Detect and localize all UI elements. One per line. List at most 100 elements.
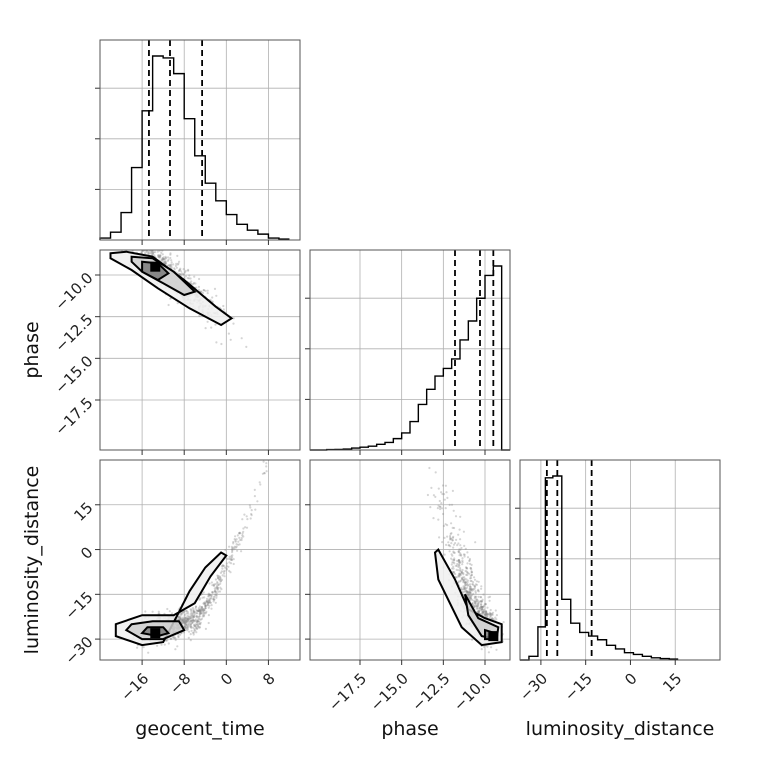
sample-point bbox=[224, 548, 227, 552]
sample-point bbox=[167, 258, 170, 261]
sample-point bbox=[200, 290, 203, 293]
sample-point bbox=[212, 598, 215, 601]
sample-point bbox=[192, 611, 196, 614]
sample-point bbox=[437, 487, 440, 490]
sample-point bbox=[232, 540, 235, 544]
sample-point bbox=[489, 614, 492, 617]
sample-point bbox=[164, 262, 167, 265]
sample-point bbox=[199, 610, 202, 613]
sample-point bbox=[467, 590, 470, 593]
sample-point bbox=[192, 619, 195, 622]
sample-point bbox=[207, 592, 210, 595]
sample-point bbox=[450, 522, 453, 525]
sample-point bbox=[207, 599, 210, 602]
sample-point bbox=[207, 601, 210, 604]
sample-point bbox=[234, 539, 237, 542]
sample-point bbox=[192, 616, 195, 619]
sample-point bbox=[184, 616, 187, 619]
sample-point bbox=[185, 624, 188, 627]
sample-point bbox=[459, 544, 462, 547]
sample-point bbox=[166, 259, 169, 262]
sample-point bbox=[215, 585, 218, 588]
sample-point bbox=[197, 622, 200, 626]
sample-point bbox=[214, 588, 217, 592]
sample-point bbox=[166, 256, 170, 259]
sample-point bbox=[197, 608, 200, 611]
sample-point bbox=[469, 591, 472, 595]
sample-point bbox=[178, 617, 181, 620]
sample-point bbox=[463, 581, 466, 584]
sample-point bbox=[450, 557, 453, 560]
sample-point bbox=[465, 589, 468, 592]
sample-point bbox=[465, 586, 468, 589]
sample-point bbox=[265, 465, 268, 468]
sample-point bbox=[179, 617, 182, 620]
sample-point bbox=[185, 623, 188, 627]
sample-point bbox=[487, 596, 490, 599]
sample-point bbox=[444, 484, 447, 487]
sample-point bbox=[215, 341, 218, 344]
sample-point bbox=[443, 536, 446, 540]
sample-point bbox=[482, 610, 485, 613]
sample-point bbox=[127, 243, 129, 245]
sample-point bbox=[199, 618, 202, 621]
sample-point bbox=[206, 289, 209, 292]
sample-point bbox=[460, 572, 463, 575]
sample-point bbox=[219, 580, 222, 583]
sample-point bbox=[468, 596, 472, 600]
histogram-panel-geocent_time bbox=[95, 39, 301, 241]
sample-point bbox=[214, 578, 217, 581]
sample-point bbox=[229, 571, 232, 574]
density-peak-bin bbox=[488, 631, 499, 642]
sample-point bbox=[481, 605, 484, 609]
sample-point bbox=[160, 258, 163, 261]
sample-point bbox=[206, 601, 209, 604]
sample-point bbox=[452, 546, 455, 549]
sample-point bbox=[457, 559, 460, 562]
sample-point bbox=[156, 644, 159, 647]
sample-point bbox=[462, 530, 465, 533]
sample-point bbox=[184, 271, 187, 274]
sample-point bbox=[207, 603, 210, 606]
sample-point bbox=[186, 621, 189, 624]
sample-point bbox=[482, 612, 485, 615]
panel-frame bbox=[309, 249, 511, 451]
sample-point bbox=[200, 617, 203, 621]
sample-point bbox=[449, 534, 452, 538]
sample-point bbox=[171, 636, 174, 639]
sample-point bbox=[147, 651, 150, 654]
sample-point bbox=[488, 599, 491, 602]
sample-point bbox=[490, 646, 493, 649]
sample-point bbox=[178, 269, 181, 272]
sample-point bbox=[250, 512, 253, 516]
sample-point bbox=[207, 606, 210, 609]
sample-point bbox=[198, 598, 201, 601]
sample-point bbox=[491, 616, 494, 620]
sample-point bbox=[128, 247, 130, 249]
sample-point bbox=[459, 568, 462, 571]
sample-point bbox=[204, 602, 207, 605]
sample-point bbox=[182, 618, 185, 621]
sample-point bbox=[481, 598, 484, 601]
sample-point bbox=[195, 609, 199, 612]
sample-point bbox=[190, 619, 193, 622]
sample-point bbox=[189, 615, 192, 618]
sample-point bbox=[459, 580, 462, 583]
sample-point bbox=[263, 472, 266, 475]
sample-point bbox=[461, 559, 464, 562]
sample-point bbox=[441, 492, 444, 496]
sample-point bbox=[144, 247, 146, 249]
sample-point bbox=[194, 611, 197, 614]
sample-point bbox=[494, 616, 497, 619]
sample-point bbox=[451, 561, 454, 564]
sample-point bbox=[187, 624, 190, 627]
sample-point bbox=[185, 619, 188, 622]
sample-point bbox=[86, 206, 88, 208]
sample-point bbox=[478, 607, 481, 610]
histogram-step-phase bbox=[310, 265, 510, 451]
sample-point bbox=[198, 615, 201, 618]
sample-point bbox=[475, 598, 478, 601]
sample-point bbox=[95, 204, 97, 206]
sample-point bbox=[184, 617, 187, 620]
sample-point bbox=[208, 593, 211, 597]
